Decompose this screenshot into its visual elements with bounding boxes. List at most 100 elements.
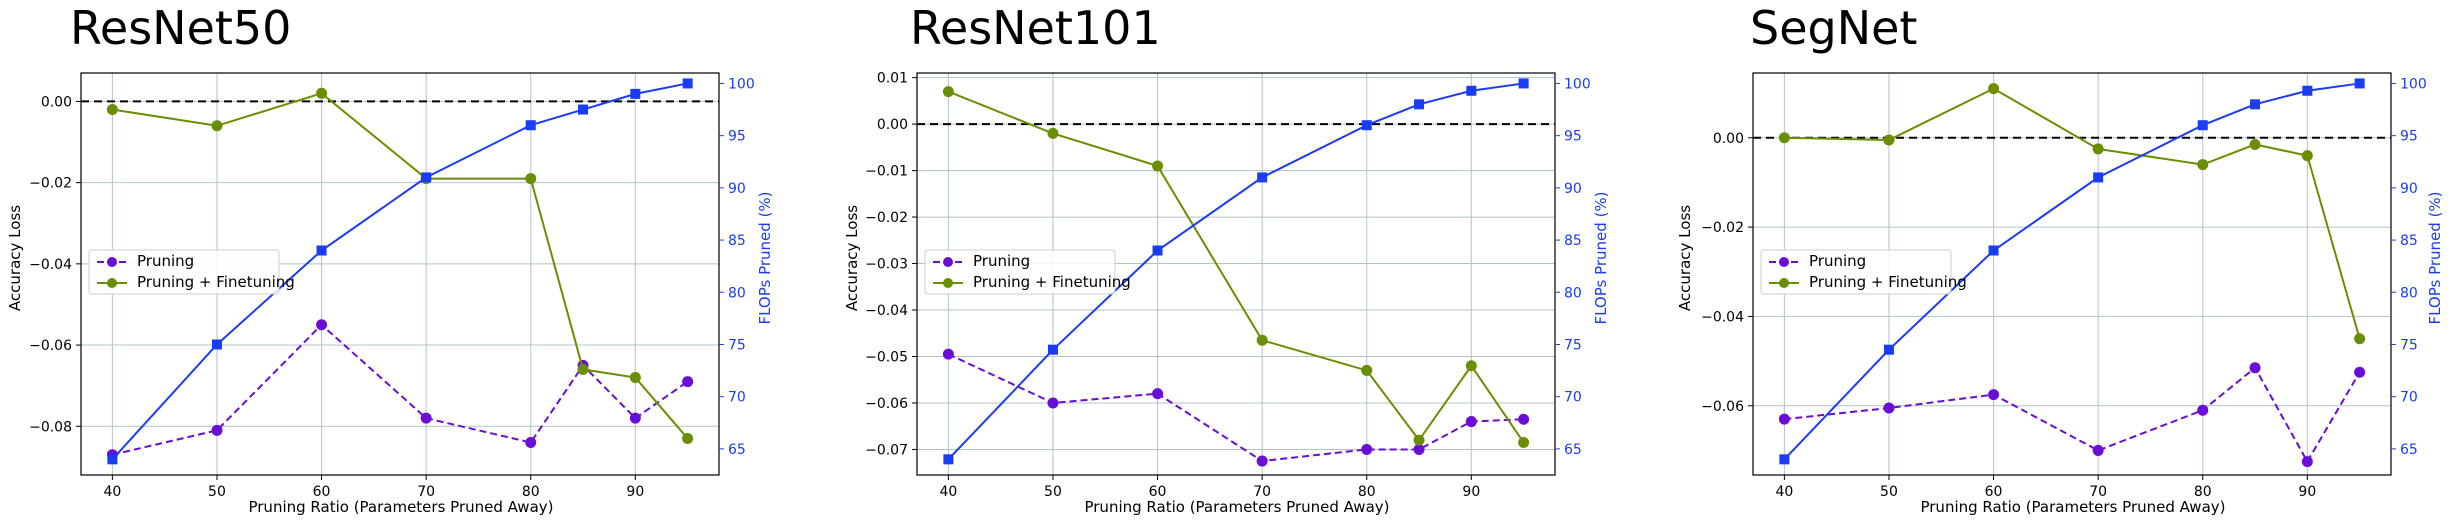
- data-point-pruning: [1883, 402, 1895, 414]
- y2-tick-label: 85: [1564, 233, 1582, 249]
- legend-label-pruning: Pruning: [1809, 252, 1866, 270]
- y2-tick-label: 95: [728, 129, 746, 145]
- data-point-pruning-finetuning: [211, 120, 223, 132]
- y2-tick-label: 65: [1564, 442, 1582, 458]
- data-point-flops-pruned: [1152, 245, 1163, 256]
- data-point-pruning: [211, 424, 223, 436]
- series-line-pruning-finetuning: [948, 90, 1525, 444]
- data-point-pruning-finetuning: [106, 104, 118, 116]
- data-point-pruning: [1047, 397, 1059, 409]
- data-point-pruning: [682, 376, 694, 388]
- y2-tick-label: 100: [1564, 76, 1591, 92]
- x-tick-label: 90: [1462, 484, 1480, 500]
- x-tick-label: 60: [1985, 484, 2003, 500]
- data-point-pruning: [2354, 366, 2366, 378]
- data-point-pruning-finetuning: [577, 363, 589, 375]
- x-axis-label: Pruning Ratio (Parameters Pruned Away): [1920, 498, 2225, 516]
- data-point-pruning: [1413, 443, 1425, 455]
- data-point-pruning: [525, 437, 537, 449]
- data-point-flops-pruned: [2197, 120, 2208, 131]
- data-point-flops-pruned: [1466, 85, 1477, 96]
- data-point-flops-pruned: [682, 78, 693, 89]
- legend-label-pruning: Pruning: [137, 252, 194, 270]
- y2-tick-label: 70: [728, 390, 746, 406]
- data-point-flops-pruned: [1518, 78, 1529, 89]
- y2-axis-label: FLOPs Pruned (%): [2426, 191, 2444, 324]
- y2-tick-label: 100: [2400, 76, 2427, 92]
- data-point-flops-pruned: [1883, 344, 1894, 355]
- y2-tick-label: 80: [728, 285, 746, 301]
- x-tick-label: 70: [417, 484, 435, 500]
- data-point-flops-pruned: [2354, 78, 2365, 89]
- legend-label-finetuning: Pruning + Finetuning: [973, 273, 1131, 291]
- data-point-flops-pruned: [943, 454, 954, 465]
- chart-title: SegNet: [1750, 1, 1917, 55]
- data-point-flops-pruned: [1361, 120, 1372, 131]
- x-tick-label: 80: [522, 484, 540, 500]
- y-tick-label: 0.00: [41, 94, 72, 110]
- legend-marker-pruning: [943, 257, 953, 267]
- data-point-flops-pruned: [421, 172, 432, 183]
- y2-axis-label: FLOPs Pruned (%): [756, 191, 774, 324]
- x-tick-label: 70: [1253, 484, 1271, 500]
- data-point-flops-pruned: [316, 245, 327, 256]
- y-tick-label: −0.01: [865, 164, 908, 180]
- chart-panel-resnet101: 40 50 60 70 80 90 0.01 0.00 −0.01 −0.02 −0.03 −0.04…: [843, 1, 1610, 516]
- y-tick-label: −0.04: [865, 303, 908, 319]
- data-point-flops-pruned: [1257, 172, 1268, 183]
- x-tick-label: 40: [103, 484, 121, 500]
- y2-tick-label: 85: [728, 233, 746, 249]
- data-point-pruning-finetuning: [1256, 334, 1268, 346]
- legend-label-finetuning: Pruning + Finetuning: [1809, 273, 1967, 291]
- x-tick-label: 60: [313, 484, 331, 500]
- legend: [924, 249, 1116, 295]
- data-point-pruning: [1152, 388, 1164, 400]
- y2-tick-label: 75: [2400, 337, 2418, 353]
- data-point-flops-pruned: [2250, 99, 2261, 110]
- y-axis-label: Accuracy Loss: [6, 205, 24, 311]
- data-point-pruning: [2301, 456, 2313, 468]
- y-axis-label: Accuracy Loss: [843, 205, 861, 311]
- legend-box: [924, 249, 1116, 295]
- y2-tick-label: 95: [1564, 129, 1582, 145]
- y2-tick-label: 80: [2400, 285, 2418, 301]
- data-point-flops-pruned: [2302, 85, 2313, 96]
- plot-area: 40 50 60 70 80 90 0.01 0.00 −0.01 −0.02 −0.03 −0.04…: [865, 71, 1591, 500]
- y-tick-label: −0.06: [29, 338, 72, 354]
- series-line-flops-pruned: [111, 82, 688, 461]
- data-point-pruning-finetuning: [316, 87, 328, 99]
- y-tick-label: −0.02: [1701, 220, 1744, 236]
- data-point-pruning-finetuning: [1152, 160, 1164, 172]
- legend-marker-finetuning: [1779, 278, 1789, 288]
- data-point-pruning: [2197, 404, 2209, 416]
- legend-box: [88, 249, 280, 295]
- series-line-pruning: [112, 323, 689, 456]
- data-point-flops-pruned: [1988, 245, 1999, 256]
- data-point-flops-pruned: [1047, 344, 1058, 355]
- legend-label-finetuning: Pruning + Finetuning: [137, 273, 295, 291]
- plot-frame: [80, 72, 720, 476]
- y-tick-label: −0.07: [865, 442, 908, 458]
- data-point-pruning-finetuning: [1778, 132, 1790, 144]
- plot-area: 40 50 60 70 80 90 0.00 −0.02 −0.04 −0.06 −0.08 65 70…: [29, 72, 755, 500]
- plot-area: 40 50 60 70 80 90 0.00 −0.02 −0.04 −0.06 65 70 75 80 8…: [1701, 72, 2427, 500]
- data-point-pruning: [942, 348, 954, 360]
- y2-tick-label: 75: [1564, 337, 1582, 353]
- y2-tick-label: 70: [2400, 390, 2418, 406]
- data-point-pruning-finetuning: [1413, 434, 1425, 446]
- y-tick-label: −0.05: [865, 349, 908, 365]
- y-tick-label: −0.08: [29, 419, 72, 435]
- y-axis-label: Accuracy Loss: [1676, 205, 1694, 311]
- data-point-pruning-finetuning: [629, 372, 641, 384]
- data-point-pruning: [420, 412, 432, 424]
- legend-label-pruning: Pruning: [973, 252, 1030, 270]
- series-line-pruning-finetuning: [112, 92, 689, 440]
- x-tick-label: 90: [626, 484, 644, 500]
- data-point-pruning: [1361, 443, 1373, 455]
- data-point-pruning-finetuning: [942, 86, 954, 98]
- y2-tick-label: 70: [1564, 390, 1582, 406]
- y2-tick-label: 90: [1564, 181, 1582, 197]
- y2-tick-label: 65: [728, 442, 746, 458]
- data-point-pruning-finetuning: [2197, 159, 2209, 171]
- y2-tick-label: 100: [728, 76, 755, 92]
